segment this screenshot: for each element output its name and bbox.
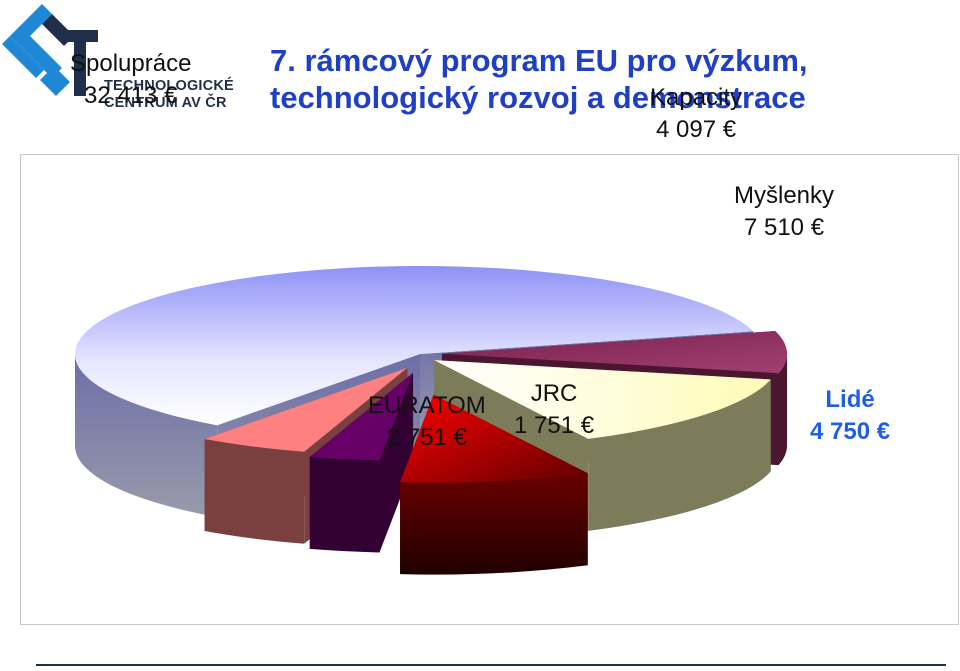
label-kapacity: Kapacity 4 097 € bbox=[650, 82, 742, 146]
pie-chart bbox=[20, 154, 959, 625]
label-myslenky-name: Myšlenky bbox=[734, 182, 835, 209]
tc-logo: TECHNOLOGICKÉ CENTRUM AV ČR bbox=[0, 0, 260, 130]
pie-slice-lide bbox=[400, 394, 588, 575]
pie-slice-jrc bbox=[309, 372, 414, 553]
label-jrc-name: JRC bbox=[530, 380, 578, 407]
logo-text-line2: CENTRUM AV ČR bbox=[104, 95, 227, 111]
label-lide: Lidé 4 750 € bbox=[810, 384, 890, 448]
label-myslenky-value: 7 510 € bbox=[743, 214, 825, 241]
tc-logo-icon bbox=[2, 4, 98, 96]
label-spoluprace-value: 32 413 € bbox=[84, 82, 178, 109]
label-lide-name: Lidé bbox=[825, 386, 875, 413]
label-euratom: EURATOM 2 751 € bbox=[368, 390, 486, 454]
title-line2: technologický rozvoj a demonstrace bbox=[270, 80, 806, 115]
label-spoluprace: Spolupráce 32 413 € bbox=[70, 48, 191, 112]
label-euratom-value: 2 751 € bbox=[386, 424, 467, 451]
footer-divider bbox=[36, 664, 946, 666]
label-kapacity-name: Kapacity bbox=[650, 84, 743, 111]
label-spoluprace-name: Spolupráce bbox=[70, 50, 192, 77]
page-title: 7. rámcový program EU pro výzkum, techno… bbox=[270, 42, 808, 116]
label-euratom-name: EURATOM bbox=[368, 392, 486, 419]
title-line1: 7. rámcový program EU pro výzkum, bbox=[270, 43, 808, 78]
label-lide-value: 4 750 € bbox=[810, 418, 891, 445]
label-jrc: JRC 1 751 € bbox=[514, 378, 594, 442]
logo-text-line1: TECHNOLOGICKÉ bbox=[104, 78, 234, 94]
label-jrc-value: 1 751 € bbox=[514, 412, 595, 439]
label-kapacity-value: 4 097 € bbox=[655, 116, 737, 143]
label-myslenky: Myšlenky 7 510 € bbox=[734, 180, 834, 244]
